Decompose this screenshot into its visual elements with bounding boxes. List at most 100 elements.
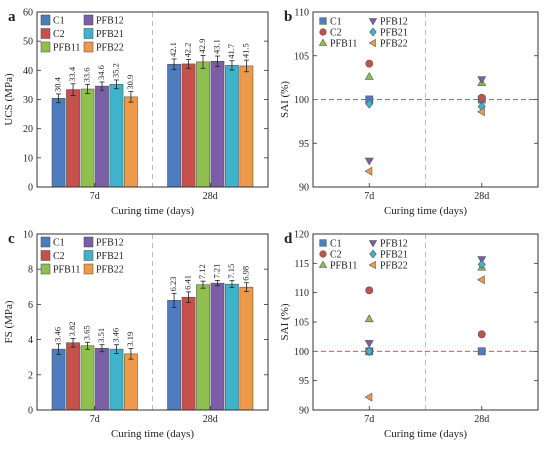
legend-marker — [369, 249, 377, 259]
bar — [124, 353, 138, 411]
legend-swatch — [83, 236, 94, 248]
y-tick-label: 120 — [294, 230, 309, 241]
legend-label: PFB11 — [330, 39, 357, 50]
legend-label: C2 — [53, 251, 65, 262]
y-tick-label: 4 — [28, 335, 33, 346]
data-label: 43.1 — [211, 39, 221, 54]
legend-label: C2 — [330, 250, 342, 261]
legend-swatch — [83, 14, 94, 26]
bar — [239, 286, 254, 411]
legend-label: PFB12 — [380, 17, 408, 28]
legend-swatch — [40, 14, 51, 26]
legend-swatch — [40, 250, 51, 261]
scatter-point — [477, 347, 486, 356]
y-tick-label: 60 — [23, 8, 33, 19]
scatter-point — [364, 72, 374, 80]
x-tick-label: 28d — [474, 414, 489, 425]
scatter-point — [477, 330, 486, 339]
data-label: 3.19 — [125, 332, 135, 347]
y-tick-label: 0 — [28, 406, 33, 417]
bar — [196, 284, 210, 411]
x-tick-label: 7d — [364, 191, 374, 202]
x-axis-label: Curing time (days) — [384, 428, 467, 440]
legend-marker — [368, 18, 378, 26]
scatter-point — [477, 275, 485, 285]
bar — [66, 89, 80, 188]
data-label: 42.9 — [197, 39, 207, 54]
bar — [167, 300, 181, 411]
legend-label: C2 — [53, 29, 65, 40]
y-tick-label: 105 — [294, 51, 309, 62]
legend-swatch — [40, 41, 51, 53]
data-label: 33.4 — [67, 66, 77, 82]
bar — [51, 98, 66, 188]
data-label: 7.12 — [197, 264, 207, 279]
y-tick-label: 6 — [28, 300, 33, 311]
x-tick-label: 7d — [364, 414, 374, 425]
plot-frame — [312, 11, 539, 188]
scatter-point — [364, 340, 374, 348]
x-tick-label: 7d — [90, 191, 100, 202]
scatter-point — [364, 157, 374, 166]
scatter-point — [477, 107, 485, 117]
x-tick-label: 28d — [203, 414, 218, 425]
y-tick-label: 110 — [294, 288, 309, 299]
bar — [225, 65, 239, 188]
scatter-point — [364, 314, 374, 323]
legend-marker — [318, 38, 328, 46]
legend-swatch — [83, 28, 94, 39]
legend-marker — [319, 28, 327, 36]
y-tick-label: 50 — [23, 37, 33, 48]
bar — [80, 88, 95, 188]
legend-marker — [368, 240, 378, 248]
plot-frame — [36, 11, 269, 188]
y-axis-label: SAI (%) — [279, 303, 291, 340]
legend-label: PFB21 — [380, 28, 408, 39]
panel-b: b 90 95 100 105 110 SAI (%) Curing time (days) 7… — [279, 8, 539, 217]
scatter-point — [477, 93, 486, 102]
x-axis-label: Curing time (days) — [111, 428, 194, 440]
y-tick-label: 100 — [294, 347, 309, 358]
bar — [210, 282, 225, 411]
y-tick-label: 10 — [23, 230, 33, 241]
data-label: 35.2 — [110, 63, 120, 78]
data-label: 6.41 — [183, 275, 193, 290]
data-label: 7.21 — [211, 264, 221, 279]
legend-label: PFB21 — [380, 250, 408, 261]
legend-marker — [318, 260, 328, 268]
data-label: 3.46 — [53, 327, 63, 342]
legend-marker — [369, 27, 377, 37]
data-label: 3.46 — [110, 328, 120, 343]
y-tick-label: 10 — [23, 153, 33, 164]
legend-marker — [319, 250, 327, 258]
legend-label: C2 — [330, 28, 342, 39]
bar — [181, 296, 196, 411]
bar — [66, 342, 80, 411]
legend-label: C1 — [53, 238, 65, 249]
y-axis-label: UCS (MPa) — [3, 73, 15, 126]
data-label: 34.6 — [96, 65, 106, 80]
data-label: 3.82 — [67, 321, 77, 336]
panel-a: a 0 10 20 30 40 50 60 UCS (MPa) Curing time (days… — [3, 8, 269, 217]
panel-letter: a — [8, 9, 16, 25]
y-tick-label: 110 — [294, 8, 309, 19]
panel-c: c 0 2 4 6 8 10 FS (MPa) Curing time (days) 7d 28d 3… — [3, 230, 269, 440]
x-tick-label: 28d — [474, 191, 489, 202]
legend-label: PFB11 — [53, 265, 80, 276]
x-tick-label: 28d — [203, 191, 218, 202]
x-axis-label: Curing time (days) — [384, 205, 467, 217]
y-axis-label: SAI (%) — [279, 81, 291, 118]
data-label: 41.7 — [226, 44, 236, 59]
y-tick-label: 30 — [23, 95, 33, 106]
legend-label: C1 — [330, 239, 342, 250]
scatter-point — [365, 59, 374, 68]
bar — [109, 348, 124, 411]
legend-label: C1 — [330, 17, 342, 28]
legend-label: PFB12 — [380, 239, 408, 250]
y-tick-label: 115 — [294, 259, 309, 270]
legend-marker — [368, 260, 376, 270]
bar — [225, 283, 239, 411]
bar — [95, 85, 109, 188]
y-tick-label: 95 — [299, 139, 309, 150]
